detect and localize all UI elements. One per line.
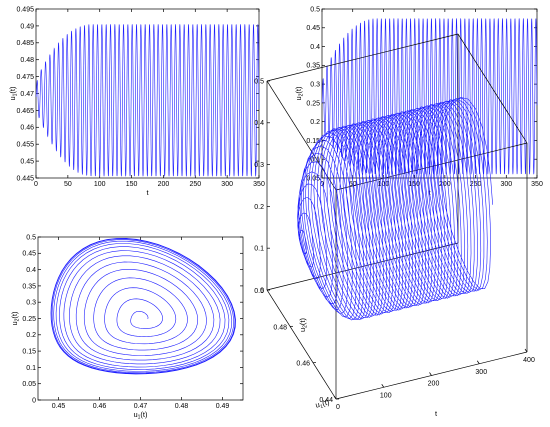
x-tick-label: 100 [378,181,390,188]
y-tick-label: 0.05 [306,175,320,182]
t-tick-mark [524,348,528,353]
u2-tick-label: 0.5 [254,78,264,85]
u1-time-plot: 0 50 100 150 200 250 300 350 0.445 0.45 0.455 0.46 0… [8,6,265,197]
x-tick-label: 350 [531,181,543,188]
t-tick-label: 200 [428,381,440,388]
t-tick-mark [333,395,337,400]
x-tick-label: 200 [158,181,170,188]
box-edge [266,289,337,400]
x-tick-label: 100 [94,181,106,188]
t-tick-mark [381,384,385,388]
u1-tick-label: 0.48 [273,324,287,331]
x-tick-label: 50 [64,181,72,188]
y-tick-label: 0.1 [26,365,36,372]
y-tick-label: 0.15 [22,349,36,356]
t-tick-mark [476,360,480,364]
y-tick-label: 0.485 [16,40,34,47]
x-tick-label: 150 [126,181,138,188]
t-tick-label: 0 [336,404,340,411]
y-tick-label: 0.48 [20,57,34,64]
x-axis-label-t: t [428,188,431,197]
y-tick-label: 0.2 [310,119,320,126]
y-tick-label: 0.475 [16,74,34,81]
u2-tick-label: 0 [260,287,264,294]
u2-tick-label: 0.4 [254,120,264,127]
3d-trajectory-line [297,96,493,321]
x-tick-label: 0.48 [175,403,189,410]
t-tick-label: 400 [523,357,535,364]
y-tick-label: 0.45 [22,251,36,258]
box-edge [335,142,528,191]
y-tick-label: 0.45 [20,159,34,166]
t-tick-label: 300 [475,369,487,376]
y-tick-label: 0.1 [310,157,320,164]
x-tick-label: 0.45 [52,403,66,410]
phase-trajectory-line [50,238,236,375]
y-tick-label: 0.15 [306,138,320,145]
y-tick-label: 0.25 [22,316,36,323]
y-axis-label-u2: u2(t) [294,86,305,101]
t-tick-mark [429,372,432,376]
y-tick-label: 0.445 [16,175,34,182]
x-tick-label: 0 [320,181,324,188]
y-tick-label: 0.4 [310,44,320,51]
y-tick-label: 0.495 [16,6,34,13]
x-tick-label: 250 [189,181,201,188]
y-tick-label: 0 [32,397,36,404]
box-back-edge [266,242,459,291]
y-tick-label: 0.3 [310,82,320,89]
3d-trajectory-plot: 01002003004000.440.460.480.500.10.20.30.… [254,33,535,418]
y-tick-label: 0.2 [26,332,36,339]
x-tick-label: 300 [500,181,512,188]
y-tick-label: 0.465 [16,108,34,115]
x-tick-label: 0.49 [216,403,230,410]
x-axis-label-u1: u1(t) [314,397,331,411]
x-tick-label: 350 [253,181,265,188]
y-axis-label-u1: u1(t) [8,86,19,101]
u2-tick-label: 0.1 [254,246,264,253]
box-edge [457,33,528,144]
y-tick-label: 0.35 [306,63,320,70]
y-tick-label: 0.47 [20,91,34,98]
y-tick-label: 0.46 [20,125,34,132]
x-axis-label-u1: u1(t) [133,410,148,421]
u2-tick-label: 0.2 [254,204,264,211]
y-tick-label: 0.45 [306,25,320,32]
x-tick-label: 0.47 [134,403,148,410]
y-tick-label: 0.3 [26,300,36,307]
x-tick-label: 200 [439,181,451,188]
y-tick-label: 0.455 [16,142,34,149]
x-axis-label-t: t [435,409,438,418]
u1-tick-label: 0.44 [319,397,333,404]
u1-tick-label: 0.5 [254,288,264,295]
z-axis-label-u2: u2(t) [298,317,309,332]
x-tick-label: 0.46 [93,403,107,410]
y-tick-label: 0.35 [22,283,36,290]
y-tick-label: 0.05 [22,381,36,388]
u1-tick-label: 0.46 [296,361,310,368]
y-tick-label: 0.49 [20,23,34,30]
y-tick-label: 0.4 [26,267,36,274]
y-axis-label-u2: u2(t) [10,311,21,326]
y-tick-label: 0.25 [306,100,320,107]
y-tick-label: 0.5 [26,234,36,241]
box-edge [266,33,459,82]
u1-series-line [35,24,260,177]
phase-portrait-plot: 0.45 0.46 0.47 0.48 0.49 0 0.05 0.1 0.15 0.2 0.25 0… [10,234,244,421]
plot-frame [35,8,260,179]
x-tick-label: 0 [34,181,38,188]
x-tick-label: 250 [470,181,482,188]
x-axis-label-t: t [146,188,149,197]
x-tick-label: 300 [221,181,233,188]
t-tick-label: 100 [380,392,392,399]
u2-tick-label: 0.3 [254,162,264,169]
y-tick-label: 0.5 [310,6,320,13]
